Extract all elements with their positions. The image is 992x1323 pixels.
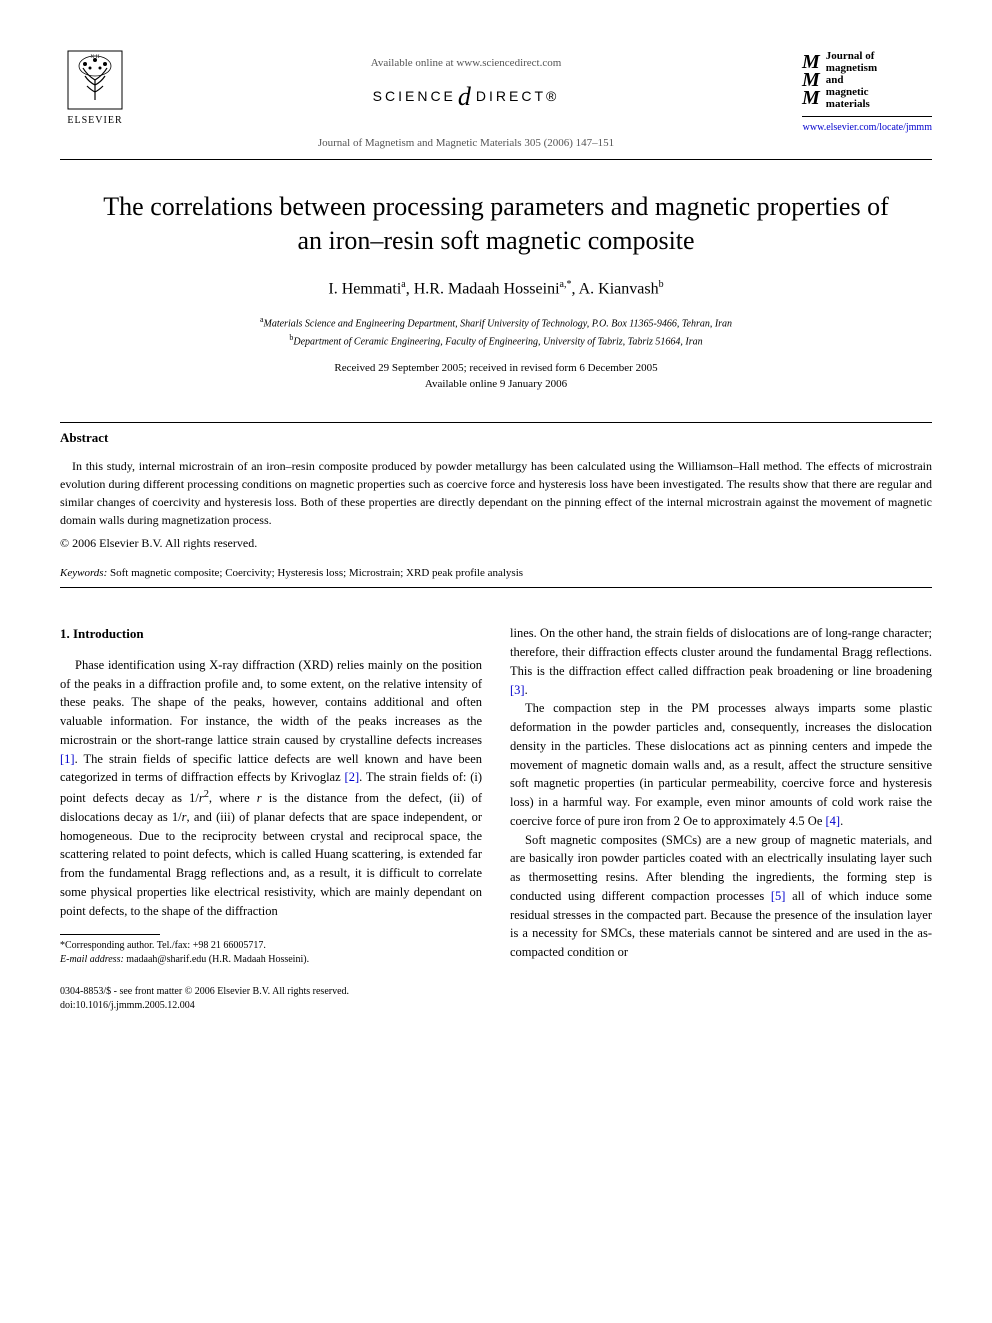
sd-pre: SCIENCE	[373, 88, 456, 104]
sd-post: DIRECT®	[476, 88, 559, 104]
journal-logo: M M M Journal of magnetism and magnetic …	[802, 50, 932, 135]
email-value: madaah@sharif.edu (H.R. Madaah Hosseini)…	[126, 954, 309, 965]
abstract-text: In this study, internal microstrain of a…	[60, 457, 932, 529]
journal-link[interactable]: www.elsevier.com/locate/jmmm	[802, 121, 932, 135]
article-title: The correlations between processing para…	[100, 190, 892, 258]
abstract-bottom-rule	[60, 587, 932, 588]
cite-1[interactable]: [1]	[60, 752, 75, 766]
dates-received: Received 29 September 2005; received in …	[60, 361, 932, 376]
cite-5[interactable]: [5]	[771, 889, 786, 903]
footnote-separator	[60, 934, 160, 935]
footer-issn: 0304-8853/$ - see front matter © 2006 El…	[60, 985, 482, 999]
abstract-heading: Abstract	[60, 429, 932, 447]
body-para-2: The compaction step in the PM processes …	[510, 699, 932, 830]
journal-reference: Journal of Magnetism and Magnetic Materi…	[130, 136, 802, 151]
keywords-label: Keywords:	[60, 567, 107, 579]
available-online-text: Available online at www.sciencedirect.co…	[130, 56, 802, 71]
svg-text:N·H: N·H	[91, 55, 100, 60]
abstract-top-rule	[60, 422, 932, 423]
affiliation-a: aMaterials Science and Engineering Depar…	[60, 314, 932, 331]
email-line: E-mail address: madaah@sharif.edu (H.R. …	[60, 953, 482, 967]
keywords-values: Soft magnetic composite; Coercivity; Hys…	[110, 567, 523, 579]
corresponding-author: *Corresponding author. Tel./fax: +98 21 …	[60, 939, 482, 953]
journal-logo-text: Journal of magnetism and magnetic materi…	[826, 50, 877, 110]
abstract-copyright: © 2006 Elsevier B.V. All rights reserved…	[60, 535, 932, 552]
body-columns: 1. Introduction Phase identification usi…	[60, 624, 932, 1013]
section-1-heading: 1. Introduction	[60, 624, 482, 644]
footer-doi: doi:10.1016/j.jmmm.2005.12.004	[60, 999, 482, 1013]
journal-logo-box: M M M Journal of magnetism and magnetic …	[802, 50, 932, 117]
footer-block: 0304-8853/$ - see front matter © 2006 El…	[60, 985, 482, 1013]
elsevier-tree-icon: N·H	[67, 50, 123, 110]
publisher-logo: N·H ELSEVIER	[60, 50, 130, 128]
header-rule	[60, 159, 932, 160]
cite-3[interactable]: [3]	[510, 683, 525, 697]
journal-logo-marks: M M M	[802, 53, 820, 107]
article-dates: Received 29 September 2005; received in …	[60, 361, 932, 392]
body-para-1-cont: lines. On the other hand, the strain fie…	[510, 624, 932, 699]
body-para-3: Soft magnetic composites (SMCs) are a ne…	[510, 831, 932, 962]
sd-d-icon: d	[456, 82, 476, 111]
header-row: N·H ELSEVIER Available online at www.sci…	[60, 50, 932, 151]
keywords-line: Keywords: Soft magnetic composite; Coerc…	[60, 566, 932, 581]
dates-online: Available online 9 January 2006	[60, 377, 932, 392]
cite-4[interactable]: [4]	[826, 814, 841, 828]
email-label: E-mail address:	[60, 954, 124, 965]
footnotes: *Corresponding author. Tel./fax: +98 21 …	[60, 939, 482, 967]
affiliation-b: bDepartment of Ceramic Engineering, Facu…	[60, 332, 932, 349]
authors-line: I. Hemmatia, H.R. Madaah Hosseinia,*, A.…	[60, 278, 932, 301]
publisher-name: ELSEVIER	[60, 114, 130, 128]
body-para-1: Phase identification using X-ray diffrac…	[60, 656, 482, 921]
header-center: Available online at www.sciencedirect.co…	[130, 50, 802, 151]
cite-2[interactable]: [2]	[345, 770, 360, 784]
affiliations: aMaterials Science and Engineering Depar…	[60, 314, 932, 349]
science-direct-logo: SCIENCEdDIRECT®	[130, 79, 802, 115]
